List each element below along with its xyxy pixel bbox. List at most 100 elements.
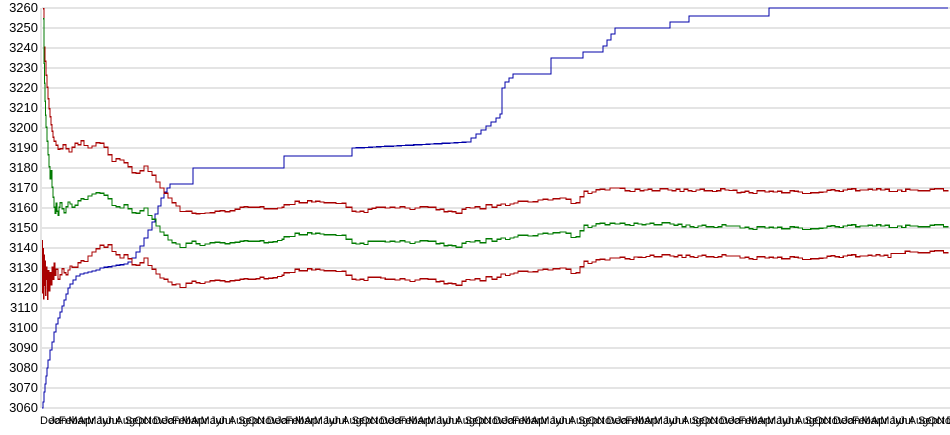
x-axis-tick-label: Mar bbox=[68, 415, 87, 427]
x-axis-tick-label: Mar bbox=[861, 415, 880, 427]
x-axis-tick-label: Aug bbox=[909, 415, 929, 427]
y-axis-tick-label: 3220 bbox=[9, 80, 38, 95]
x-axis-tick-label: Sep bbox=[578, 415, 598, 427]
x-axis-tick-label: May bbox=[314, 415, 335, 427]
x-axis-tick-label: Apr bbox=[78, 415, 95, 427]
y-axis-tick-label: 3120 bbox=[9, 280, 38, 295]
y-axis-tick-label: 3080 bbox=[9, 360, 38, 375]
x-axis-tick-label: Jan bbox=[616, 415, 634, 427]
y-axis-tick-label: 3070 bbox=[9, 380, 38, 395]
x-axis-tick-label: Nov bbox=[484, 415, 504, 427]
x-axis-tick-label: Jan bbox=[389, 415, 407, 427]
x-axis-tick-label: Sep bbox=[238, 415, 258, 427]
y-axis-tick-label: 3210 bbox=[9, 100, 38, 115]
x-axis-tick-label: Feb bbox=[399, 415, 418, 427]
x-axis-tick-label: Dec bbox=[380, 415, 400, 427]
x-axis-tick-label: Jun bbox=[210, 415, 228, 427]
x-axis-tick-label: May bbox=[880, 415, 901, 427]
x-axis-tick-label: Aug bbox=[795, 415, 815, 427]
x-axis-tick-label: May bbox=[87, 415, 108, 427]
x-axis-tick-label: Jan bbox=[503, 415, 521, 427]
y-axis-tick-label: 3090 bbox=[9, 340, 38, 355]
x-axis-tick-label: Dec bbox=[720, 415, 740, 427]
x-axis-tick-label: Aug bbox=[569, 415, 589, 427]
x-axis-tick-label: Jun bbox=[323, 415, 341, 427]
x-axis-tick-label: Jun bbox=[776, 415, 794, 427]
y-axis-tick-label: 3170 bbox=[9, 180, 38, 195]
x-axis-tick-label: Jul bbox=[333, 415, 347, 427]
x-axis-tick-label: Sep bbox=[691, 415, 711, 427]
y-axis-tick-label: 3180 bbox=[9, 160, 38, 175]
x-axis-tick-label: Aug bbox=[229, 415, 249, 427]
x-axis-tick-label: Oct bbox=[701, 415, 718, 427]
x-axis-tick-label: Sep bbox=[918, 415, 938, 427]
x-axis-tick-label: Jan bbox=[276, 415, 294, 427]
x-axis-tick-label: Aug bbox=[682, 415, 702, 427]
x-axis-tick-label: May bbox=[654, 415, 675, 427]
x-axis-tick-label: Dec bbox=[267, 415, 287, 427]
x-axis-tick-label: Jun bbox=[97, 415, 115, 427]
x-axis-tick-label: Jul bbox=[559, 415, 573, 427]
x-axis-tick-label: Jul bbox=[106, 415, 120, 427]
x-axis-tick-label: Apr bbox=[418, 415, 435, 427]
x-axis-tick-label: Nov bbox=[710, 415, 730, 427]
x-axis-tick-label: Mar bbox=[182, 415, 201, 427]
x-axis-tick-label: Mar bbox=[295, 415, 314, 427]
x-axis-tick-label: Feb bbox=[172, 415, 191, 427]
x-axis-tick-label: May bbox=[427, 415, 448, 427]
y-axis-tick-label: 3100 bbox=[9, 320, 38, 335]
x-axis-tick-label: Dec bbox=[607, 415, 627, 427]
x-axis-tick-label: Jan bbox=[729, 415, 747, 427]
x-axis-tick-label: Jun bbox=[663, 415, 681, 427]
y-axis-tick-label: 3150 bbox=[9, 220, 38, 235]
x-axis-tick-label: Mar bbox=[522, 415, 541, 427]
x-axis-tick-label: Nov bbox=[824, 415, 844, 427]
x-axis-tick-label: Feb bbox=[512, 415, 531, 427]
x-axis-tick-label: Apr bbox=[871, 415, 888, 427]
x-axis-tick-label: Dec bbox=[153, 415, 173, 427]
x-axis-tick-label: Sep bbox=[805, 415, 825, 427]
x-axis-tick-label: Oct bbox=[248, 415, 265, 427]
x-axis-tick-label: Dec bbox=[946, 415, 950, 427]
x-axis-tick-label: Feb bbox=[852, 415, 871, 427]
red-lower-line bbox=[41, 240, 949, 300]
x-axis-tick-label: May bbox=[767, 415, 788, 427]
x-axis-tick-label: Apr bbox=[531, 415, 548, 427]
x-axis-tick-label: May bbox=[540, 415, 561, 427]
y-axis-tick-label: 3140 bbox=[9, 240, 38, 255]
x-axis-tick-label: Aug bbox=[116, 415, 136, 427]
x-axis-tick-label: Dec bbox=[833, 415, 853, 427]
x-axis-tick-label: Nov bbox=[144, 415, 164, 427]
y-axis-tick-label: 3190 bbox=[9, 140, 38, 155]
y-axis-tick-label: 3200 bbox=[9, 120, 38, 135]
x-axis-tick-label: Aug bbox=[342, 415, 362, 427]
x-axis-tick-label: Jul bbox=[673, 415, 687, 427]
x-axis-tick-label: Oct bbox=[928, 415, 945, 427]
x-axis-tick-label: Jan bbox=[49, 415, 67, 427]
x-axis-tick-label: Sep bbox=[352, 415, 372, 427]
x-axis-tick-label: Jun bbox=[550, 415, 568, 427]
x-axis-tick-label: Apr bbox=[191, 415, 208, 427]
x-axis-tick-label: Oct bbox=[588, 415, 605, 427]
x-axis-tick-label: Sep bbox=[125, 415, 145, 427]
x-axis-tick-label: Dec bbox=[40, 415, 60, 427]
x-axis-tick-label: Oct bbox=[134, 415, 151, 427]
y-axis-tick-label: 3160 bbox=[9, 200, 38, 215]
x-axis-tick-label: Jan bbox=[843, 415, 861, 427]
x-axis-tick-label: Jul bbox=[446, 415, 460, 427]
red-upper-line bbox=[43, 8, 949, 215]
x-axis-tick-label: Nov bbox=[937, 415, 950, 427]
x-axis-tick-label: Apr bbox=[758, 415, 775, 427]
y-axis-tick-label: 3260 bbox=[9, 0, 38, 15]
x-axis-tick-label: Jul bbox=[786, 415, 800, 427]
y-axis-tick-label: 3250 bbox=[9, 20, 38, 35]
x-axis-tick-label: Feb bbox=[285, 415, 304, 427]
x-axis-tick-label: Nov bbox=[597, 415, 617, 427]
y-axis-tick-label: 3240 bbox=[9, 40, 38, 55]
x-axis-tick-label: Jul bbox=[899, 415, 913, 427]
y-axis-tick-label: 3130 bbox=[9, 260, 38, 275]
x-axis-tick-label: Jan bbox=[163, 415, 181, 427]
x-axis-tick-label: Jun bbox=[890, 415, 908, 427]
